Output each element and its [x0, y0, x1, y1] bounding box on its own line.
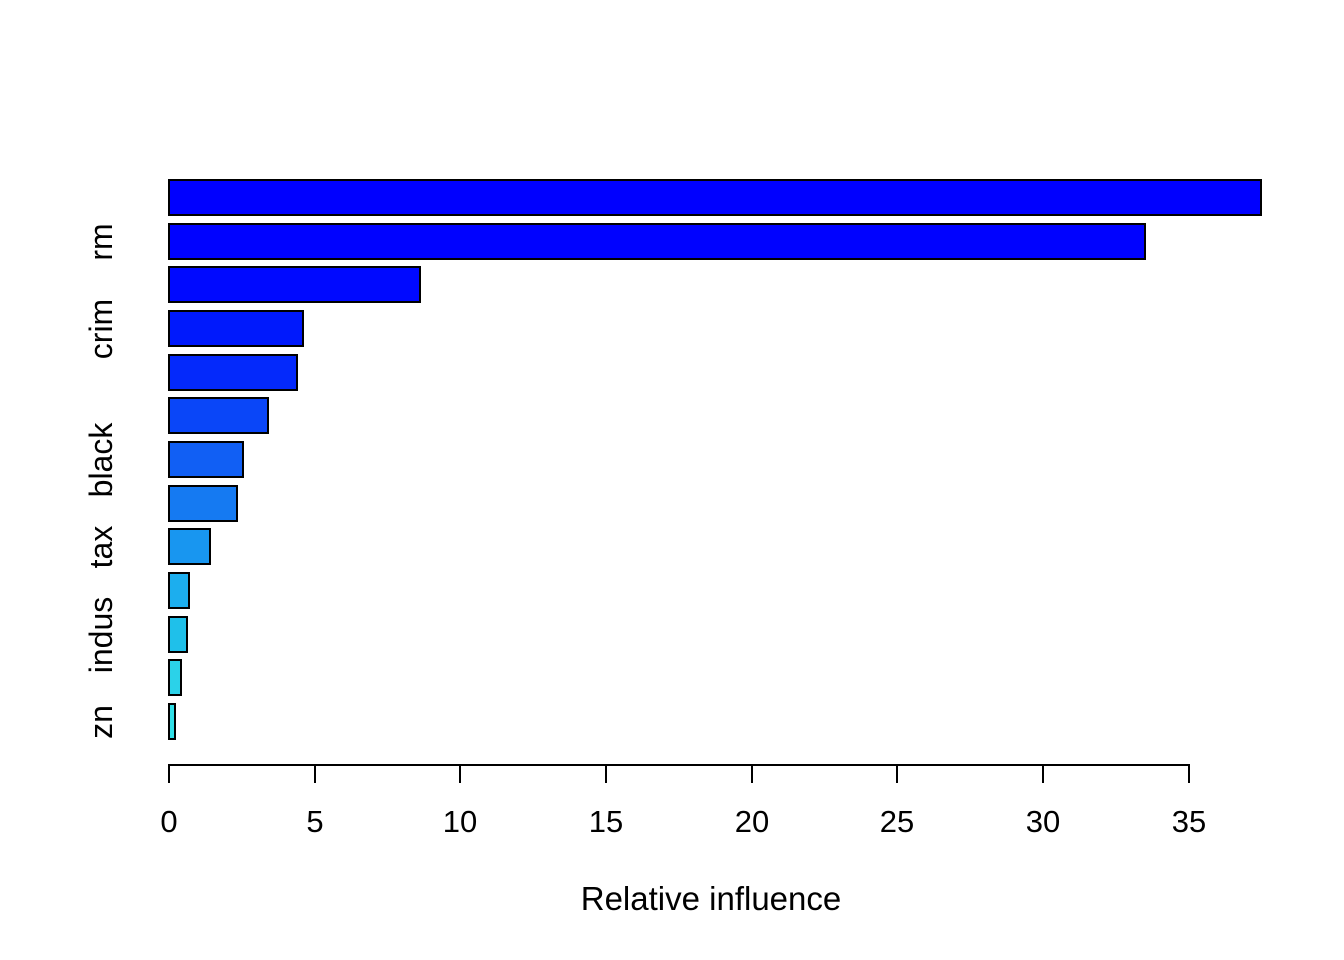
y-axis-label-tax: tax [83, 525, 119, 568]
bar-indus [168, 616, 188, 653]
x-tick-mark-0 [168, 764, 170, 783]
x-tick-label-35: 35 [1171, 804, 1207, 839]
bar-tax [168, 528, 211, 565]
y-axis-label-indus: indus [83, 596, 119, 673]
y-axis-label-crim: crim [83, 298, 119, 359]
x-tick-label-20: 20 [734, 804, 770, 839]
x-tick-mark-10 [459, 764, 461, 783]
x-tick-label-10: 10 [442, 804, 478, 839]
bar-rank-10 [168, 572, 190, 609]
y-axis-label-black: black [83, 422, 119, 497]
y-axis-label-rm: rm [83, 222, 119, 261]
bar-rank-5 [168, 354, 298, 391]
x-tick-label-15: 15 [588, 804, 624, 839]
bar-rank-1 [168, 179, 1262, 216]
x-tick-label-25: 25 [879, 804, 915, 839]
x-axis-line [168, 764, 1190, 766]
x-tick-mark-30 [1042, 764, 1044, 783]
bar-black [168, 441, 244, 478]
x-tick-label-5: 5 [306, 804, 324, 839]
y-axis-label-zn: zn [83, 704, 119, 739]
bar-rm [168, 223, 1146, 260]
bar-crim [168, 310, 304, 347]
bar-zn [168, 703, 176, 740]
x-tick-mark-15 [605, 764, 607, 783]
x-tick-mark-25 [896, 764, 898, 783]
x-tick-label-30: 30 [1025, 804, 1061, 839]
x-axis-title: Relative influence [580, 880, 842, 917]
x-tick-mark-35 [1188, 764, 1190, 783]
bar-rank-12 [168, 659, 182, 696]
bar-rank-6 [168, 397, 269, 434]
x-tick-label-0: 0 [160, 804, 178, 839]
bar-rank-8 [168, 485, 238, 522]
x-tick-mark-20 [751, 764, 753, 783]
bar-rank-3 [168, 266, 421, 303]
x-tick-mark-5 [314, 764, 316, 783]
